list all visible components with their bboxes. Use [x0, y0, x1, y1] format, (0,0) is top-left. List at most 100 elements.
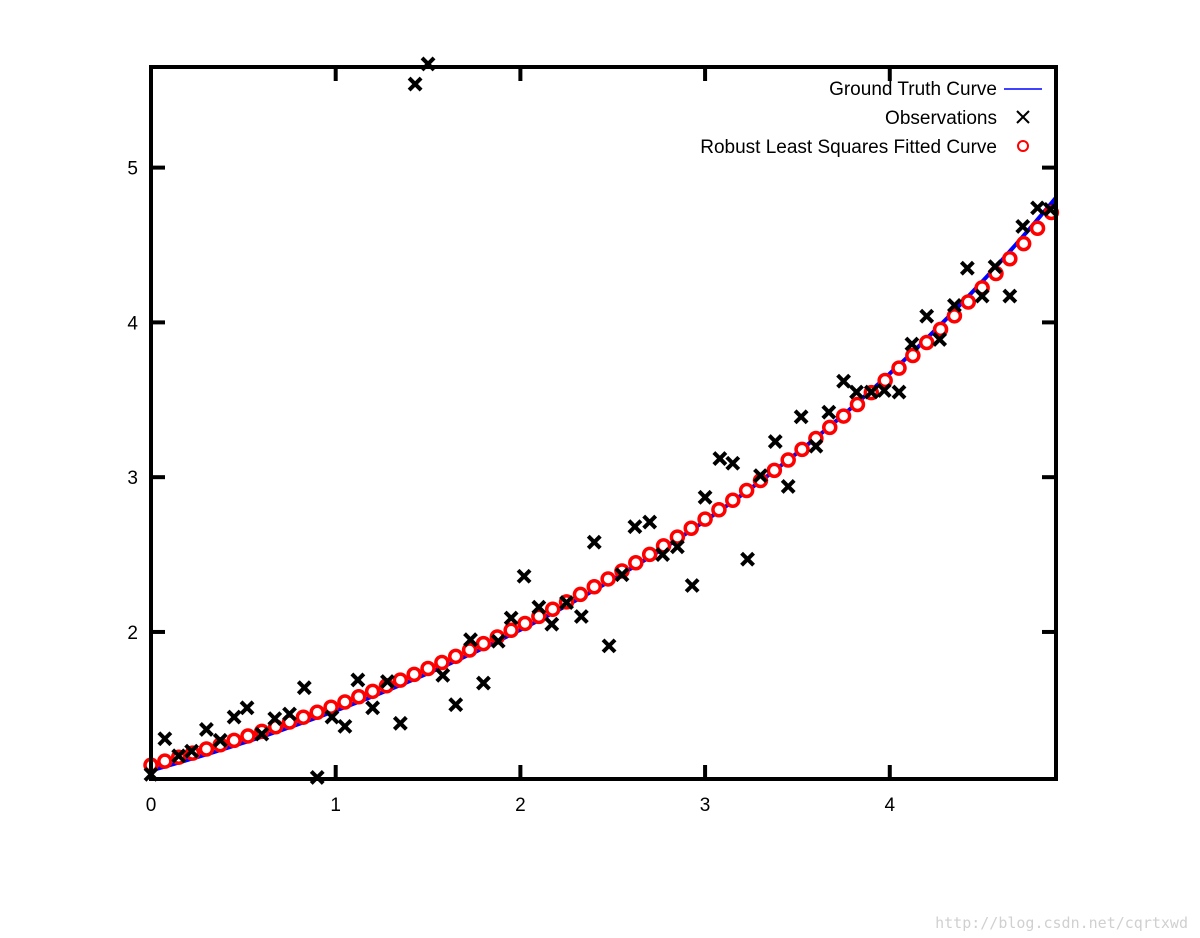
observation-point — [476, 675, 491, 691]
observation-cross-stroke — [614, 567, 630, 583]
fitted-point — [780, 452, 796, 468]
observation-point — [267, 711, 283, 727]
observation-cross-stroke — [712, 451, 728, 467]
observation-point — [959, 260, 975, 276]
legend: Ground Truth Curve Observations Robust Lea… — [700, 79, 1042, 158]
observation-point — [684, 578, 700, 593]
observation-point — [836, 373, 852, 389]
fitted-point — [683, 520, 699, 536]
watermark-url: http://blog.csdn.net/cqrtxwd — [935, 914, 1188, 932]
observation-point — [198, 722, 214, 737]
observation-point — [379, 674, 395, 689]
observation-cross-stroke — [198, 722, 214, 737]
fitted-point — [517, 615, 533, 632]
observation-cross-stroke — [849, 384, 864, 400]
observation-point — [324, 709, 340, 725]
observation-point — [876, 383, 892, 398]
observation-cross-stroke — [947, 297, 962, 313]
observation-cross-stroke — [559, 595, 574, 610]
observation-point — [226, 709, 242, 725]
observation-point — [503, 610, 519, 626]
observation-cross-stroke — [642, 514, 658, 530]
observation-cross-stroke — [697, 489, 713, 505]
observation-cross-stroke — [974, 288, 990, 304]
observation-point — [407, 76, 423, 92]
fitted-point — [1015, 235, 1032, 252]
fitted-point — [420, 660, 436, 677]
observation-cross-stroke — [863, 384, 879, 400]
plot-border — [149, 65, 1058, 781]
observation-point — [669, 539, 685, 555]
legend-label-observations: Observations — [885, 108, 997, 129]
x-tick-label: 2 — [515, 795, 526, 816]
fitted-point — [572, 586, 589, 603]
observation-point — [516, 568, 532, 584]
fitted-point — [475, 635, 492, 652]
observation-point — [753, 468, 768, 484]
fitted-point — [531, 608, 547, 625]
observation-point — [171, 748, 187, 764]
observation-point — [821, 404, 837, 420]
observation-point — [1002, 288, 1018, 304]
observation-cross-stroke — [463, 632, 478, 648]
observation-point — [614, 567, 630, 583]
y-tick-label: 5 — [127, 159, 138, 180]
observation-cross-stroke — [490, 633, 506, 649]
observation-cross-stroke — [254, 726, 270, 742]
observation-cross-stroke — [959, 260, 975, 276]
fitted-point — [905, 347, 921, 364]
legend-label-ground-truth: Ground Truth Curve — [829, 79, 997, 100]
fitted-point — [1029, 220, 1046, 237]
x-tick-label: 3 — [700, 795, 711, 816]
x-tick-label: 0 — [146, 795, 157, 816]
observation-cross-stroke — [392, 715, 408, 731]
fitted-point — [157, 753, 173, 769]
observation-cross-stroke — [780, 479, 796, 494]
observation-cross-stroke — [184, 743, 200, 759]
observation-cross-stroke — [919, 308, 935, 324]
fitted-point — [295, 709, 312, 725]
fitted-point — [669, 529, 686, 545]
observation-cross-stroke — [891, 384, 907, 400]
fitted-point — [1002, 250, 1018, 267]
observation-point — [601, 638, 617, 654]
observation-point — [793, 409, 809, 425]
fitted-point — [932, 321, 949, 338]
fitted-point — [323, 699, 339, 715]
fitted-point — [711, 502, 727, 518]
legend-symbol-cross — [1016, 110, 1030, 124]
observation-point — [712, 451, 728, 467]
observation-point — [254, 726, 270, 742]
observation-cross-stroke — [904, 336, 920, 352]
observation-point — [1030, 200, 1045, 216]
observation-cross-stroke — [753, 468, 768, 484]
plot-frame — [149, 65, 1058, 781]
observation-point — [296, 680, 312, 696]
observation-cross-stroke — [531, 599, 547, 615]
observation-cross-stroke — [226, 709, 242, 725]
observation-point — [780, 479, 796, 494]
fitted-point — [766, 462, 783, 479]
observation-cross-stroke — [669, 539, 685, 555]
fitted-point — [849, 396, 866, 413]
observation-point — [490, 633, 506, 649]
observation-point — [697, 489, 713, 505]
observation-cross-stroke — [350, 672, 366, 688]
fitted-point — [600, 571, 616, 587]
observation-point — [365, 700, 381, 716]
fitted-point — [434, 654, 450, 671]
observation-point — [1015, 219, 1031, 234]
observation-point — [239, 700, 255, 716]
fitted-point — [337, 694, 353, 710]
fitted-point — [351, 688, 367, 705]
observation-cross-stroke — [212, 732, 228, 748]
observation-cross-stroke — [932, 332, 948, 347]
observation-point — [586, 534, 602, 550]
observation-cross-stroke — [476, 675, 491, 691]
x-tick-label: 1 — [330, 795, 341, 816]
fitted-point — [697, 511, 713, 527]
ground-truth-curve — [150, 196, 1058, 773]
fitted-point — [946, 308, 963, 324]
fitted-point — [226, 732, 242, 749]
